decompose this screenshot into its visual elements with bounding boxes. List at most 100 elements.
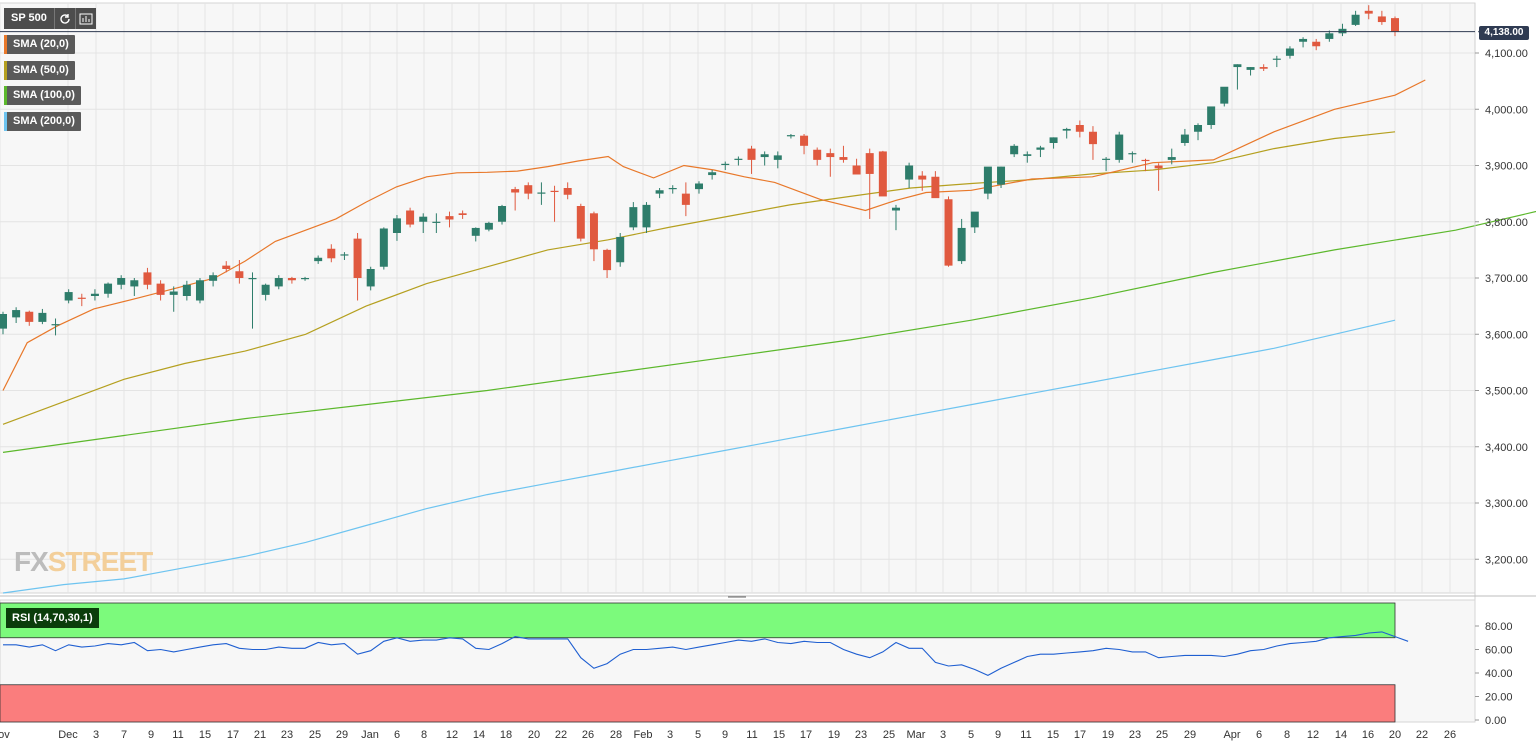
x-tick-label: 20 <box>1389 729 1401 741</box>
x-tick-label: 17 <box>800 729 812 741</box>
x-tick-label: Nov <box>0 729 10 741</box>
candle <box>445 211 454 228</box>
candle <box>773 151 782 169</box>
refresh-icon[interactable] <box>53 8 75 29</box>
candle <box>957 218 966 264</box>
y-tick-label: 3,400.00 <box>1485 442 1528 454</box>
x-tick-label: 3 <box>93 729 99 741</box>
candle <box>314 255 323 264</box>
rsi-overbought-zone <box>0 602 1396 639</box>
rsi-label[interactable]: RSI (14,70,30,1) <box>6 608 99 628</box>
candle <box>498 204 507 225</box>
candle <box>0 311 7 335</box>
candle <box>458 210 467 219</box>
candle <box>274 275 283 290</box>
candle <box>865 148 874 219</box>
x-tick-label: 6 <box>1256 729 1262 741</box>
candle <box>589 211 598 262</box>
x-tick-label: 11 <box>746 729 757 741</box>
x-tick-label: Mar <box>907 729 926 741</box>
x-tick-label: 3 <box>940 729 946 741</box>
x-tick-label: 3 <box>667 729 673 741</box>
sma-50-label[interactable]: SMA (50,0) <box>4 61 75 80</box>
x-tick-label: Feb <box>634 729 653 741</box>
candle <box>1036 145 1045 158</box>
x-tick-label: 7 <box>121 729 127 741</box>
candle <box>944 196 953 267</box>
candle <box>195 278 204 304</box>
candle <box>642 202 651 233</box>
rsi-oversold-zone <box>0 684 1396 723</box>
candle <box>222 261 231 273</box>
x-tick-label: 22 <box>1416 729 1428 741</box>
y-tick-label: 3,800.00 <box>1485 217 1528 229</box>
candle <box>484 221 493 232</box>
x-tick-label: 12 <box>1307 729 1319 741</box>
x-tick-label: 16 <box>1362 729 1374 741</box>
candle <box>760 151 769 166</box>
candle <box>64 289 73 304</box>
candle <box>156 280 165 301</box>
candle <box>1194 123 1203 141</box>
x-tick-label: 18 <box>500 729 512 741</box>
candle <box>1088 126 1097 160</box>
candle <box>1312 38 1321 51</box>
candle <box>1246 67 1255 76</box>
candle <box>38 308 47 325</box>
candle <box>983 166 992 200</box>
x-tick-label: 14 <box>473 729 485 741</box>
candle <box>1207 106 1216 129</box>
candle <box>1049 137 1058 149</box>
candle <box>25 310 34 326</box>
rsi-tick-label: 0.00 <box>1485 715 1506 727</box>
candle <box>248 272 257 329</box>
x-tick-label: Dec <box>58 729 78 741</box>
candle <box>918 171 927 191</box>
candle <box>852 158 861 175</box>
last-price-tag: 4,138.00 <box>1479 26 1529 40</box>
x-tick-label: 29 <box>336 729 348 741</box>
x-tick-label: 14 <box>1335 729 1347 741</box>
candle <box>839 145 848 163</box>
candle <box>340 252 349 260</box>
sma100-line <box>2 210 1536 453</box>
candle <box>1115 131 1124 163</box>
candle <box>1351 10 1360 26</box>
sma20-line <box>2 79 1426 391</box>
x-tick-label: 19 <box>1102 729 1114 741</box>
candle <box>169 286 178 312</box>
candle <box>826 148 835 177</box>
candle <box>1010 144 1019 158</box>
candle <box>1272 55 1281 68</box>
sma-lines <box>2 79 1536 594</box>
sma50-line <box>2 131 1396 425</box>
sma-200-label[interactable]: SMA (200,0) <box>4 112 81 131</box>
rsi-tick-label: 60.00 <box>1485 645 1513 657</box>
sma-100-label[interactable]: SMA (100,0) <box>4 86 81 105</box>
y-tick-label: 3,700.00 <box>1485 273 1528 285</box>
candle <box>1180 128 1189 146</box>
candle <box>655 188 664 199</box>
candle <box>511 186 520 211</box>
fxstreet-logo: FXSTREET <box>14 546 153 577</box>
candle <box>287 276 296 284</box>
candle <box>786 134 795 139</box>
indicators-icon[interactable] <box>74 8 96 29</box>
candle <box>1364 5 1373 20</box>
candle <box>931 171 940 199</box>
candle <box>406 207 415 228</box>
candle <box>1338 23 1347 37</box>
x-tick-label: 17 <box>1074 729 1086 741</box>
x-tick-label: Jan <box>361 729 379 741</box>
sma-20-label[interactable]: SMA (20,0) <box>4 35 75 54</box>
candle <box>1299 37 1308 48</box>
horizontal-grid <box>0 52 1475 560</box>
candle <box>235 260 244 284</box>
candle <box>1102 157 1111 172</box>
candle <box>1154 163 1163 191</box>
y-tick-label: 4,100.00 <box>1485 48 1528 60</box>
candle <box>301 276 310 281</box>
candle <box>681 182 690 217</box>
candle <box>143 267 152 290</box>
